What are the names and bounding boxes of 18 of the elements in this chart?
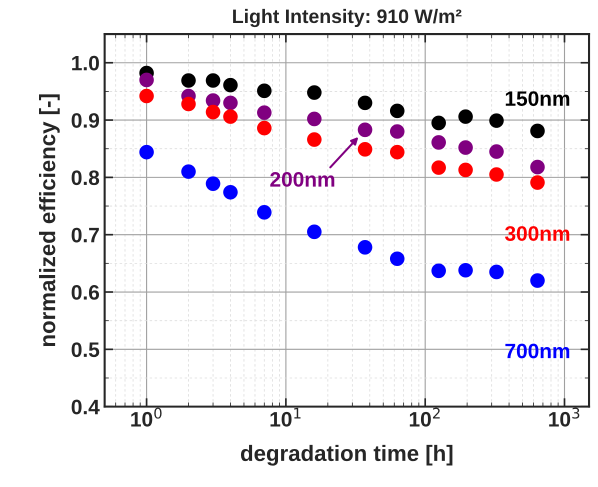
text: 300nm	[504, 226, 570, 241]
y-tick-label: 0.9	[72, 113, 100, 128]
x-axis-title: degradation time [h]	[240, 444, 452, 466]
x-tick-label: 10$^{0}$	[131, 408, 162, 427]
y-axis-title: normalized efficiency [-]	[39, 94, 60, 346]
y-tick-label: 0.6	[72, 285, 100, 300]
x-tick-label: 10$^{1}$	[270, 408, 301, 427]
series-label: 150nm	[506, 91, 570, 106]
chart-title: Light Intensity: 910 W/m²	[233, 8, 462, 28]
y-tick-label: 0.5	[72, 342, 100, 358]
x-tick-label: 10$^{3}$	[549, 408, 580, 427]
legend-label: 200nm	[270, 172, 334, 187]
y-tick-label: 0.8	[72, 170, 100, 186]
y-tick-label: 1.0	[72, 56, 99, 70]
y-tick-label: 0.4	[72, 400, 100, 414]
x-tick-label: 10$^{2}$	[410, 408, 440, 427]
text: 700nm	[505, 344, 570, 358]
y-tick-label: 0.7	[72, 228, 99, 242]
